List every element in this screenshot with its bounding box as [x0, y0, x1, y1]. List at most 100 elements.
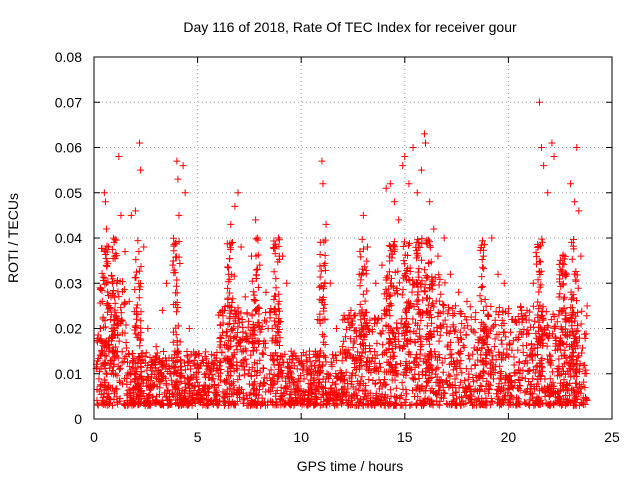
data-point — [444, 310, 452, 318]
data-point — [212, 395, 220, 403]
data-point — [523, 352, 531, 360]
data-point — [570, 334, 578, 342]
data-point — [195, 382, 203, 390]
data-point — [172, 369, 180, 377]
data-point — [367, 400, 375, 408]
data-point — [95, 375, 103, 383]
data-point — [467, 313, 475, 321]
data-point — [392, 324, 400, 332]
data-point — [371, 314, 379, 322]
data-point — [533, 351, 541, 359]
data-point — [133, 301, 141, 309]
data-point — [183, 351, 191, 359]
y-tick-label: 0.03 — [55, 275, 82, 291]
data-point — [441, 279, 449, 287]
data-point — [232, 342, 240, 350]
data-point — [571, 396, 579, 404]
data-point — [99, 359, 107, 367]
data-point — [350, 339, 358, 347]
data-point — [146, 397, 154, 405]
data-point — [221, 401, 229, 409]
data-point — [393, 370, 401, 378]
data-point — [496, 400, 504, 408]
data-point — [305, 347, 313, 355]
data-point — [96, 336, 104, 344]
data-point — [464, 322, 472, 330]
data-point — [108, 272, 116, 280]
data-point — [137, 350, 145, 358]
data-point — [362, 270, 370, 278]
data-point — [541, 387, 549, 395]
data-point — [438, 359, 446, 367]
data-point — [469, 350, 477, 358]
data-point — [115, 153, 123, 161]
data-point — [101, 317, 109, 325]
data-point — [446, 270, 454, 278]
data-point — [226, 319, 234, 327]
data-point — [201, 384, 209, 392]
data-point — [363, 358, 371, 366]
data-point — [479, 320, 487, 328]
data-point — [416, 396, 424, 404]
data-point — [574, 388, 582, 396]
data-point — [432, 397, 440, 405]
data-point — [488, 398, 496, 406]
data-point — [217, 366, 225, 374]
data-point — [562, 311, 570, 319]
data-point — [121, 401, 129, 409]
data-point — [430, 225, 438, 233]
data-point — [417, 317, 425, 325]
data-point — [132, 256, 140, 264]
data-point — [224, 345, 232, 353]
data-point — [332, 325, 340, 332]
data-point — [560, 351, 568, 359]
data-point — [541, 384, 549, 392]
data-point — [224, 264, 232, 272]
data-point — [175, 253, 183, 261]
data-point — [556, 278, 564, 286]
data-point — [224, 294, 232, 302]
data-point — [144, 325, 152, 332]
data-point — [290, 381, 298, 389]
data-point — [121, 374, 129, 382]
data-point — [456, 328, 464, 336]
data-point — [504, 309, 512, 317]
data-point — [519, 316, 527, 324]
data-point — [339, 377, 347, 385]
data-point — [342, 354, 350, 362]
data-point — [131, 322, 139, 330]
data-point — [122, 321, 130, 329]
data-point — [384, 272, 392, 280]
data-point — [543, 322, 551, 330]
data-point — [342, 325, 350, 333]
data-point — [569, 304, 577, 312]
data-point — [298, 401, 306, 409]
data-point — [573, 361, 581, 369]
data-point — [471, 362, 479, 370]
data-point — [259, 399, 267, 407]
data-point — [279, 252, 287, 260]
data-point — [559, 326, 567, 334]
data-point — [305, 354, 313, 362]
chart-title: Day 116 of 2018, Rate Of TEC Index for r… — [183, 19, 517, 35]
data-point — [248, 277, 256, 285]
data-point — [239, 357, 247, 365]
data-point — [102, 255, 110, 263]
data-point — [453, 364, 461, 372]
data-point — [227, 239, 235, 247]
data-point — [567, 315, 575, 323]
data-point — [386, 312, 394, 320]
data-point — [578, 349, 586, 357]
data-point — [144, 372, 152, 380]
grid-lines — [94, 57, 612, 419]
data-point — [569, 330, 577, 338]
data-point — [110, 389, 118, 397]
data-point — [550, 153, 558, 161]
data-point — [348, 401, 356, 409]
data-point — [170, 241, 178, 249]
data-point — [381, 381, 389, 389]
data-point — [534, 380, 542, 388]
data-point — [219, 319, 227, 327]
data-point — [109, 334, 117, 342]
data-point — [535, 338, 543, 346]
